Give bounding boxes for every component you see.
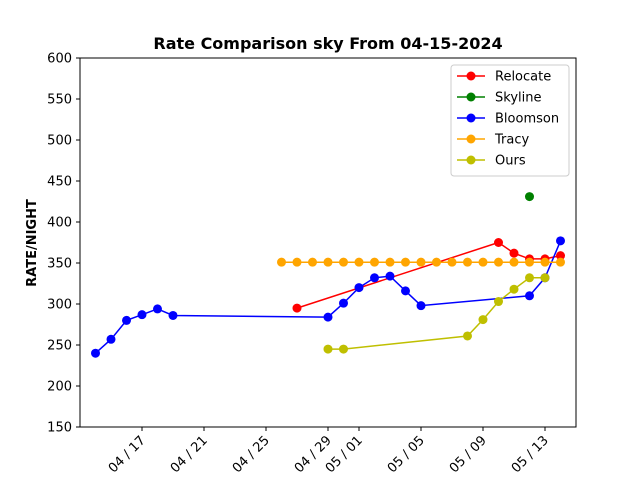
data-point-tracy xyxy=(370,257,379,267)
data-point-tracy xyxy=(354,257,364,267)
data-point-bloomson xyxy=(168,310,178,320)
data-point-relocate xyxy=(509,248,519,258)
legend-item-relocate: Relocate xyxy=(457,70,551,85)
data-point-ours xyxy=(323,344,333,354)
legend-marker xyxy=(466,155,476,165)
data-point-bloomson xyxy=(385,271,395,281)
data-point-tracy xyxy=(509,257,519,267)
data-point-tracy xyxy=(540,257,550,267)
data-point-tracy xyxy=(447,257,457,267)
data-point-bloomson xyxy=(416,301,426,311)
data-point-ours xyxy=(463,331,472,341)
data-point-tracy xyxy=(292,257,302,267)
data-point-bloomson xyxy=(354,283,364,293)
data-point-ours xyxy=(525,273,534,283)
y-tick-label: 350 xyxy=(47,257,72,272)
data-point-tracy xyxy=(432,257,441,267)
legend-item-ours: Ours xyxy=(457,154,526,169)
plot-frame xyxy=(79,57,577,428)
legend-label: Ours xyxy=(495,154,526,169)
data-point-bloomson xyxy=(401,286,410,296)
data-point-skyline xyxy=(525,192,534,202)
series-line-bloomson xyxy=(94,240,562,354)
data-point-relocate xyxy=(556,251,565,261)
data-point-bloomson xyxy=(339,298,348,308)
y-tick-label: 300 xyxy=(47,298,72,313)
data-point-ours xyxy=(509,284,519,294)
data-point-tracy xyxy=(323,257,333,267)
data-point-tracy xyxy=(463,257,472,267)
data-point-tracy xyxy=(308,257,317,267)
data-point-bloomson xyxy=(91,348,100,358)
data-point-tracy xyxy=(525,257,534,267)
legend-item-bloomson: Bloomson xyxy=(457,112,559,127)
data-point-ours xyxy=(478,315,488,325)
data-point-tracy xyxy=(416,257,426,267)
legend-marker xyxy=(466,113,476,123)
legend-marker xyxy=(466,71,476,81)
legend-marker xyxy=(466,134,476,144)
data-point-tracy xyxy=(385,257,395,267)
series-layer xyxy=(91,192,565,358)
legend: Relocate Skyline Bloomson Tracy Ours xyxy=(450,64,570,177)
series-bloomson xyxy=(91,236,565,358)
series-ours xyxy=(323,273,550,354)
legend-label: Tracy xyxy=(494,133,529,148)
y-tick-label: 150 xyxy=(47,421,72,436)
data-point-relocate xyxy=(494,238,503,247)
legend-label: Bloomson xyxy=(495,112,559,127)
series-relocate xyxy=(292,238,565,313)
data-point-tracy xyxy=(339,257,348,267)
data-point-bloomson xyxy=(556,236,565,246)
data-point-relocate xyxy=(292,303,302,313)
legend-marker xyxy=(466,92,476,102)
data-point-bloomson xyxy=(525,291,534,301)
legend-label: Skyline xyxy=(495,91,541,106)
y-axis: 150 200 250 300 350 400 450 500 550 600 xyxy=(47,52,80,436)
data-point-ours xyxy=(540,273,550,283)
data-point-tracy xyxy=(556,257,565,267)
data-point-tracy xyxy=(478,257,488,267)
legend-label: Relocate xyxy=(495,70,551,85)
y-tick-label: 450 xyxy=(47,175,72,190)
data-point-tracy xyxy=(494,257,503,267)
data-point-tracy xyxy=(401,257,410,267)
data-point-bloomson xyxy=(106,334,116,344)
y-tick-label: 550 xyxy=(47,93,72,108)
series-skyline xyxy=(525,192,534,202)
data-point-bloomson xyxy=(153,304,162,314)
data-point-bloomson xyxy=(370,273,379,283)
data-point-bloomson xyxy=(122,315,131,325)
data-point-ours xyxy=(339,344,348,354)
y-axis-label: RATE/NIGHT xyxy=(25,199,40,287)
legend-item-tracy: Tracy xyxy=(457,133,529,148)
y-tick-label: 400 xyxy=(47,216,72,231)
legend-item-skyline: Skyline xyxy=(457,91,541,106)
legend-box xyxy=(450,64,570,177)
y-tick-label: 600 xyxy=(47,52,72,67)
y-tick-label: 500 xyxy=(47,134,72,149)
series-tracy xyxy=(277,257,565,267)
data-point-bloomson xyxy=(137,310,147,320)
y-tick-label: 200 xyxy=(47,380,72,395)
data-point-bloomson xyxy=(323,312,333,322)
chart-title: Rate Comparison sky From 04-15-2024 xyxy=(153,34,502,53)
data-point-tracy xyxy=(277,257,286,267)
y-tick-label: 250 xyxy=(47,339,72,354)
data-point-ours xyxy=(494,297,503,307)
